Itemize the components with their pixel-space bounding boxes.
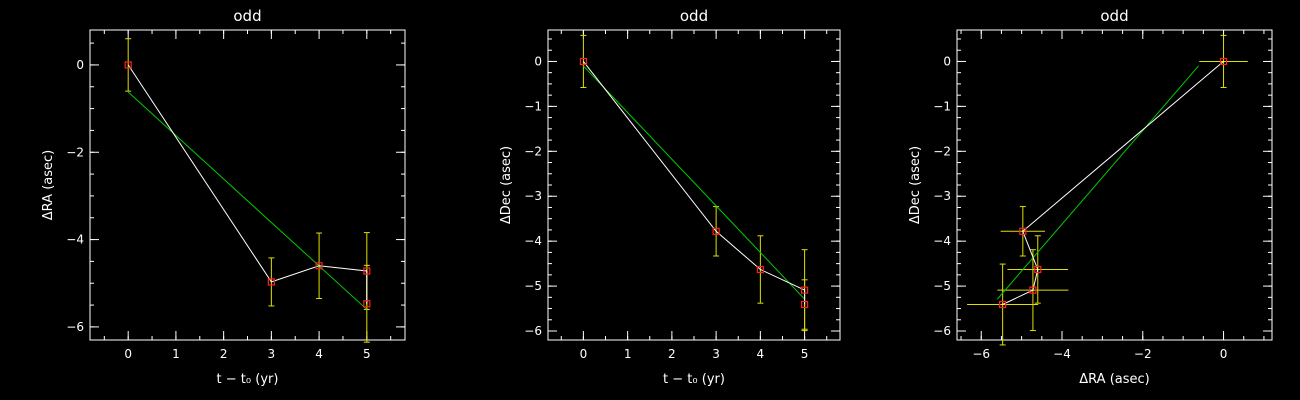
data-point bbox=[999, 300, 1007, 309]
data-point bbox=[363, 267, 371, 275]
y-tick-label: −2 bbox=[66, 145, 84, 159]
data-point bbox=[1219, 57, 1228, 66]
y-tick-label: −4 bbox=[524, 234, 542, 248]
y-tick-label: −6 bbox=[524, 324, 542, 338]
x-tick-label: −2 bbox=[1134, 347, 1152, 361]
x-tick-label: 0 bbox=[124, 347, 132, 361]
data-point bbox=[315, 262, 323, 270]
y-tick-label: 0 bbox=[943, 54, 951, 68]
data-line bbox=[127, 64, 368, 304]
x-axis-label: ΔRA (asec) bbox=[1079, 372, 1149, 387]
y-tick-label: −4 bbox=[933, 234, 951, 248]
data-point bbox=[801, 300, 809, 309]
x-tick-label: 0 bbox=[580, 347, 588, 361]
chart-panel-3: −6 −4 −2 0 0 −1 −2 −3 −4 −5 −6 odd ΔRA (asec) ΔDec (a… bbox=[908, 7, 1273, 387]
x-tick-label: 4 bbox=[757, 347, 765, 361]
fit-line bbox=[127, 91, 368, 310]
chart-title: odd bbox=[1100, 7, 1128, 25]
data-point bbox=[1034, 265, 1042, 274]
y-tick-label: −2 bbox=[933, 144, 951, 158]
data-point bbox=[267, 278, 275, 286]
x-tick-label: −4 bbox=[1053, 347, 1071, 361]
x-tick-label: 0 bbox=[1220, 347, 1228, 361]
x-tick-label: 4 bbox=[315, 347, 323, 361]
y-tick-label: 0 bbox=[534, 54, 542, 68]
data-point bbox=[1019, 227, 1027, 235]
y-tick-label: 0 bbox=[76, 58, 84, 72]
x-tick-label: 2 bbox=[220, 347, 228, 361]
y-tick-label: −1 bbox=[524, 99, 542, 113]
plot-frame bbox=[89, 29, 406, 341]
x-tick-label: 5 bbox=[801, 347, 809, 361]
y-axis-label: ΔDec (asec) bbox=[499, 146, 514, 224]
data-point bbox=[363, 300, 371, 308]
data-point bbox=[756, 265, 764, 274]
chart-panel-2: 0 1 2 3 4 5 0 −1 −2 −3 −4 −5 −6 odd t − t₀ (yr) ΔDec (a… bbox=[499, 7, 841, 387]
data-line bbox=[1002, 61, 1224, 305]
fit-line bbox=[997, 65, 1199, 300]
x-tick-label: 3 bbox=[712, 347, 720, 361]
y-tick-label: −1 bbox=[933, 99, 951, 113]
y-tick-label: −6 bbox=[933, 324, 951, 338]
x-tick-label: 5 bbox=[363, 347, 371, 361]
y-tick-label: −5 bbox=[524, 279, 542, 293]
x-tick-label: 1 bbox=[624, 347, 632, 361]
chart-panel-1: 0 1 2 3 4 5 0 −2 −4 −6 odd t − t₀ (yr) ΔRA (asec) bbox=[41, 7, 406, 387]
x-tick-label: 1 bbox=[172, 347, 180, 361]
data-line bbox=[583, 61, 806, 305]
x-axis-label: t − t₀ (yr) bbox=[663, 372, 725, 387]
plot-frame bbox=[956, 29, 1273, 341]
y-tick-label: −3 bbox=[933, 189, 951, 203]
x-tick-label: 3 bbox=[268, 347, 276, 361]
y-tick-label: −5 bbox=[933, 279, 951, 293]
plot-frame bbox=[547, 29, 841, 341]
x-tick-label: 2 bbox=[668, 347, 676, 361]
chart-title: odd bbox=[233, 7, 261, 25]
x-tick-label: −6 bbox=[972, 347, 990, 361]
data-point bbox=[712, 227, 720, 235]
y-tick-label: −6 bbox=[66, 320, 84, 334]
data-point bbox=[579, 57, 587, 66]
chart-title: odd bbox=[680, 7, 708, 25]
fit-line bbox=[583, 65, 805, 300]
y-tick-label: −2 bbox=[524, 144, 542, 158]
y-tick-label: −3 bbox=[524, 189, 542, 203]
x-axis-label: t − t₀ (yr) bbox=[217, 372, 279, 387]
data-point bbox=[1029, 286, 1037, 294]
y-tick-label: −4 bbox=[66, 233, 84, 247]
data-point bbox=[801, 286, 809, 294]
data-point bbox=[124, 61, 132, 69]
y-axis-label: ΔRA (asec) bbox=[41, 150, 56, 220]
y-axis-label: ΔDec (asec) bbox=[908, 146, 923, 224]
